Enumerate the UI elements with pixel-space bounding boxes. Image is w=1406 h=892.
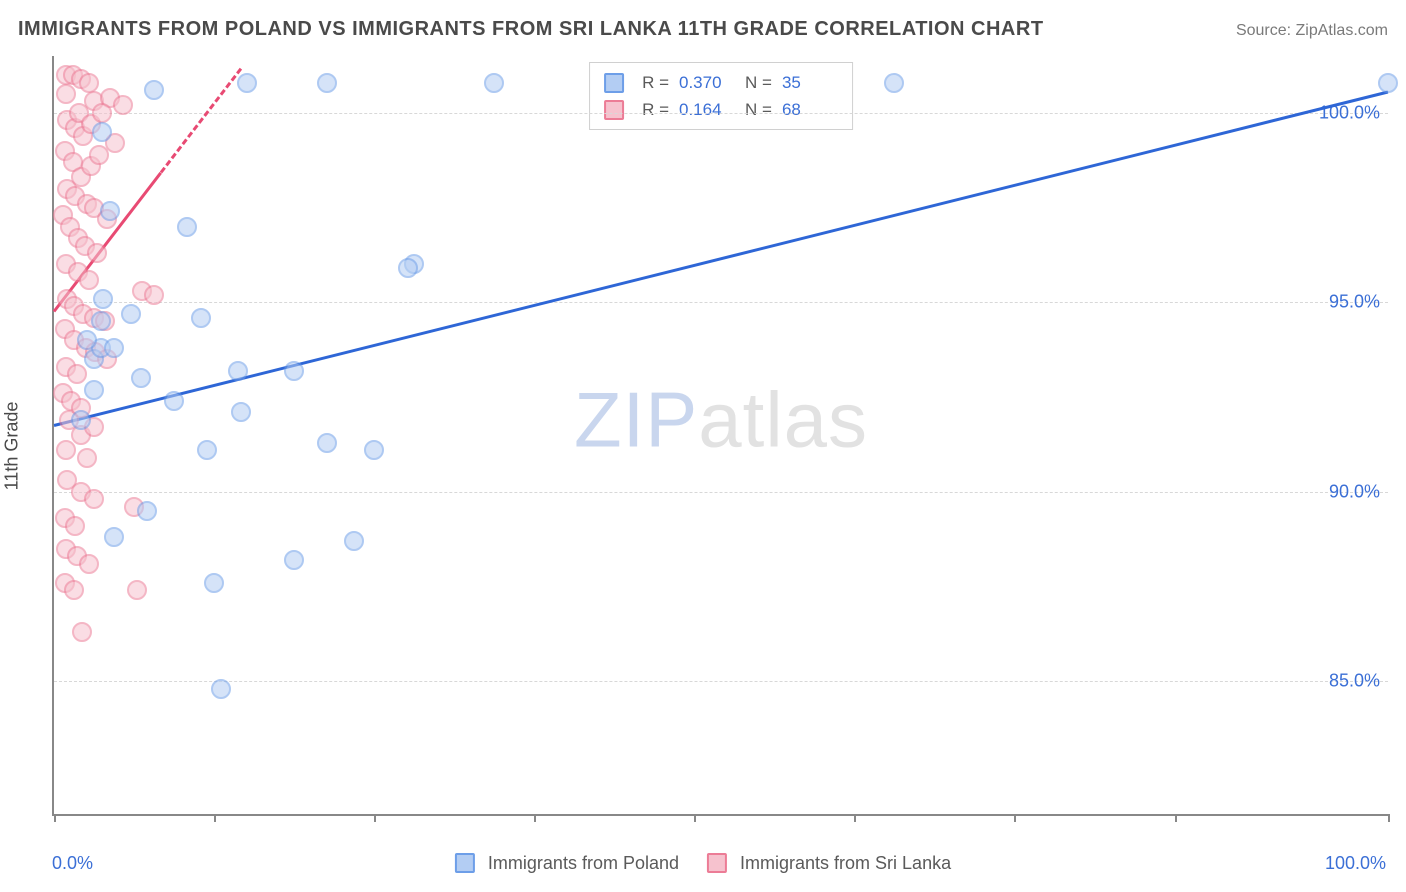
- data-point: [398, 258, 418, 278]
- data-point: [231, 402, 251, 422]
- data-point: [284, 361, 304, 381]
- data-point: [191, 308, 211, 328]
- data-point: [100, 201, 120, 221]
- y-axis-label: 11th Grade: [2, 402, 23, 491]
- data-point: [67, 364, 87, 384]
- data-point: [144, 80, 164, 100]
- watermark-zip: ZIP: [574, 375, 698, 463]
- data-point: [197, 440, 217, 460]
- x-tick: [1014, 814, 1016, 822]
- r-value: 0.164: [679, 96, 735, 123]
- r-label: R =: [642, 69, 669, 96]
- data-point: [79, 73, 99, 93]
- y-tick-label: 90.0%: [1329, 481, 1380, 502]
- n-label: N =: [745, 96, 772, 123]
- gridline: [54, 113, 1388, 114]
- gridline: [54, 302, 1388, 303]
- data-point: [84, 380, 104, 400]
- x-tick: [1388, 814, 1390, 822]
- data-point: [84, 489, 104, 509]
- x-tick: [854, 814, 856, 822]
- legend-row: R = 0.164 N = 68: [604, 96, 838, 123]
- x-axis-max-label: 100.0%: [1325, 853, 1386, 874]
- data-point: [228, 361, 248, 381]
- data-point: [127, 580, 147, 600]
- chart-header: IMMIGRANTS FROM POLAND VS IMMIGRANTS FRO…: [18, 18, 1388, 41]
- data-point: [104, 527, 124, 547]
- trend-line: [54, 90, 1389, 426]
- legend-item-srilanka: Immigrants from Sri Lanka: [707, 853, 951, 874]
- n-label: N =: [745, 69, 772, 96]
- legend-item-poland: Immigrants from Poland: [455, 853, 679, 874]
- legend-swatch-srilanka: [604, 100, 624, 120]
- data-point: [92, 122, 112, 142]
- data-point: [237, 73, 257, 93]
- data-point: [77, 448, 97, 468]
- data-point: [137, 501, 157, 521]
- data-point: [56, 440, 76, 460]
- data-point: [93, 289, 113, 309]
- data-point: [317, 73, 337, 93]
- x-tick: [54, 814, 56, 822]
- r-label: R =: [642, 96, 669, 123]
- data-point: [1378, 73, 1398, 93]
- data-point: [87, 243, 107, 263]
- chart-source: Source: ZipAtlas.com: [1236, 22, 1388, 40]
- chart-title: IMMIGRANTS FROM POLAND VS IMMIGRANTS FRO…: [18, 18, 1044, 41]
- data-point: [121, 304, 141, 324]
- y-tick-label: 95.0%: [1329, 292, 1380, 313]
- data-point: [79, 554, 99, 574]
- stats-legend: R = 0.370 N = 35 R = 0.164 N = 68: [589, 62, 853, 130]
- data-point: [65, 516, 85, 536]
- data-point: [884, 73, 904, 93]
- trend-line: [160, 68, 242, 174]
- data-point: [144, 285, 164, 305]
- data-point: [284, 550, 304, 570]
- legend-swatch-poland: [455, 853, 475, 873]
- x-tick: [694, 814, 696, 822]
- data-point: [104, 338, 124, 358]
- watermark: ZIPatlas: [574, 374, 868, 465]
- x-tick: [214, 814, 216, 822]
- n-value: 68: [782, 96, 838, 123]
- x-tick: [374, 814, 376, 822]
- n-value: 35: [782, 69, 838, 96]
- data-point: [164, 391, 184, 411]
- legend-label: Immigrants from Poland: [488, 853, 679, 873]
- data-point: [204, 573, 224, 593]
- r-value: 0.370: [679, 69, 735, 96]
- watermark-atlas: atlas: [698, 375, 868, 463]
- data-point: [131, 368, 151, 388]
- data-point: [484, 73, 504, 93]
- data-point: [64, 580, 84, 600]
- data-point: [113, 95, 133, 115]
- x-tick: [534, 814, 536, 822]
- gridline: [54, 681, 1388, 682]
- data-point: [91, 311, 111, 331]
- y-tick-label: 85.0%: [1329, 671, 1380, 692]
- scatter-plot-area: ZIPatlas R = 0.370 N = 35 R = 0.164 N = …: [52, 56, 1388, 816]
- data-point: [71, 410, 91, 430]
- data-point: [72, 622, 92, 642]
- data-point: [317, 433, 337, 453]
- data-point: [79, 270, 99, 290]
- x-tick: [1175, 814, 1177, 822]
- data-point: [344, 531, 364, 551]
- series-legend: Immigrants from Poland Immigrants from S…: [455, 853, 951, 874]
- x-axis-min-label: 0.0%: [52, 853, 93, 874]
- data-point: [211, 679, 231, 699]
- gridline: [54, 492, 1388, 493]
- legend-swatch-srilanka: [707, 853, 727, 873]
- legend-label: Immigrants from Sri Lanka: [740, 853, 951, 873]
- legend-row: R = 0.370 N = 35: [604, 69, 838, 96]
- data-point: [364, 440, 384, 460]
- data-point: [92, 103, 112, 123]
- legend-swatch-poland: [604, 73, 624, 93]
- data-point: [177, 217, 197, 237]
- data-point: [77, 330, 97, 350]
- data-point: [56, 84, 76, 104]
